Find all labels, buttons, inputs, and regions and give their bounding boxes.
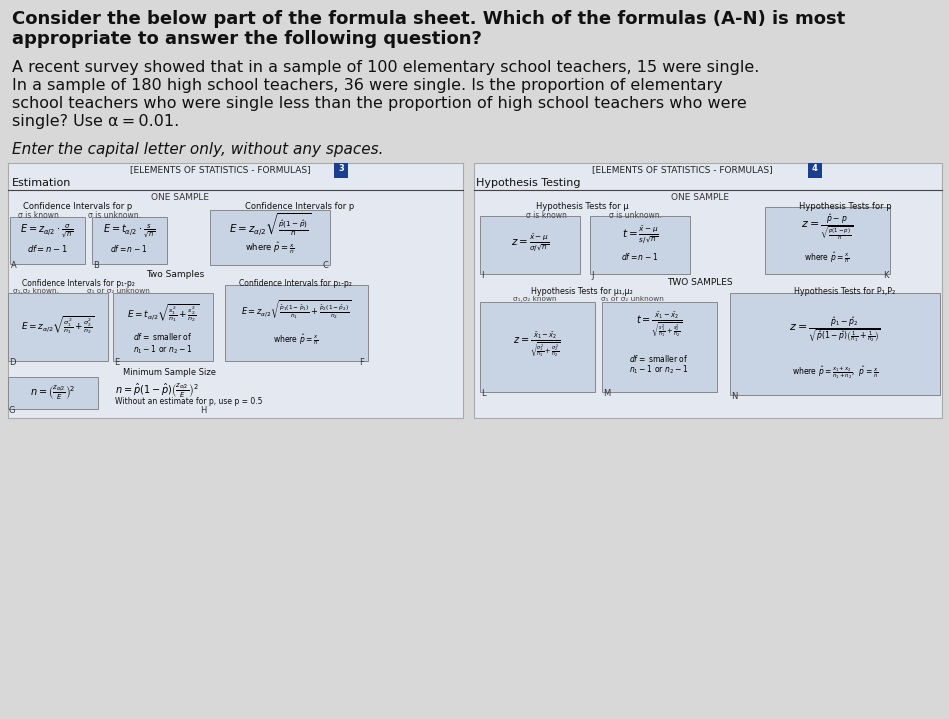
Text: E: E [114,358,120,367]
FancyBboxPatch shape [334,163,348,178]
Text: σ₁,σ₂ known.: σ₁,σ₂ known. [13,288,59,294]
Text: $E = z_{\alpha/2} \cdot \frac{\sigma}{\sqrt{n}}$: $E = z_{\alpha/2} \cdot \frac{\sigma}{\s… [20,222,74,239]
FancyBboxPatch shape [10,217,85,264]
FancyBboxPatch shape [92,217,167,264]
Text: Confidence Intervals for p₁-p₂: Confidence Intervals for p₁-p₂ [238,279,351,288]
FancyBboxPatch shape [590,216,690,274]
Text: $df = n-1$: $df = n-1$ [622,252,659,262]
FancyBboxPatch shape [210,210,330,265]
Text: $z = \frac{\bar{x}_1-\bar{x}_2}{\sqrt{\frac{\sigma_1^2}{n_1}+\frac{\sigma_2^2}{n: $z = \frac{\bar{x}_1-\bar{x}_2}{\sqrt{\f… [513,331,561,359]
Text: Confidence Intervals for p₁-p₂: Confidence Intervals for p₁-p₂ [22,279,135,288]
Text: $z = \frac{\hat{p}-p}{\sqrt{\frac{p(1-p)}{n}}}$: $z = \frac{\hat{p}-p}{\sqrt{\frac{p(1-p)… [801,213,853,243]
Text: where $\hat{p} = \frac{x}{n}$: where $\hat{p} = \frac{x}{n}$ [245,240,295,255]
Text: Hypothesis Testing: Hypothesis Testing [476,178,581,188]
Text: 3: 3 [338,164,344,173]
Text: $df = $ smaller of: $df = $ smaller of [629,352,689,364]
FancyBboxPatch shape [480,302,595,392]
Text: σ is known: σ is known [18,211,59,220]
Text: G: G [9,406,15,415]
Text: N: N [731,392,737,401]
Text: A recent survey showed that in a sample of 100 elementary school teachers, 15 we: A recent survey showed that in a sample … [12,60,759,75]
Text: B: B [93,261,99,270]
Text: $t = \frac{\bar{x}-\mu}{s/\sqrt{n}}$: $t = \frac{\bar{x}-\mu}{s/\sqrt{n}}$ [622,224,659,246]
FancyBboxPatch shape [480,216,580,274]
Text: school teachers who were single less than the proportion of high school teachers: school teachers who were single less tha… [12,96,747,111]
FancyBboxPatch shape [113,293,213,361]
Text: M: M [603,389,610,398]
Text: F: F [359,358,363,367]
Text: $df = n-1$: $df = n-1$ [110,244,148,255]
Text: H: H [200,406,206,415]
Text: where $\hat{p} = \frac{x}{n}$: where $\hat{p} = \frac{x}{n}$ [804,250,849,265]
Text: Confidence Intervals for p: Confidence Intervals for p [246,202,355,211]
Text: σ is unknown.: σ is unknown. [88,211,141,220]
Text: σ₁ or σ₂ unknown: σ₁ or σ₂ unknown [86,288,149,294]
Text: $E = t_{\alpha/2}\sqrt{\frac{s_1^2}{n_1}+\frac{s_2^2}{n_2}}$: $E = t_{\alpha/2}\sqrt{\frac{s_1^2}{n_1}… [127,302,199,324]
Text: $E = z_{\alpha/2}\sqrt{\frac{\sigma_1^2}{n_1}+\frac{\sigma_2^2}{n_2}}$: $E = z_{\alpha/2}\sqrt{\frac{\sigma_1^2}… [21,314,95,336]
Text: $E = z_{\alpha/2}\sqrt{\frac{\hat{p}(1-\hat{p})}{n}}$: $E = z_{\alpha/2}\sqrt{\frac{\hat{p}(1-\… [229,211,311,239]
Text: σ₁ or σ₂ unknown: σ₁ or σ₂ unknown [601,296,663,302]
Text: Hypothesis Tests for μ₁,μ₂: Hypothesis Tests for μ₁,μ₂ [531,287,633,296]
Text: $n_1-1$ or $n_2-1$: $n_1-1$ or $n_2-1$ [134,344,193,356]
FancyBboxPatch shape [8,377,98,409]
Text: In a sample of 180 high school teachers, 36 were single. Is the proportion of el: In a sample of 180 high school teachers,… [12,78,723,93]
FancyBboxPatch shape [730,293,940,395]
Text: L: L [481,389,486,398]
Text: Hypothesis Tests for p: Hypothesis Tests for p [799,202,891,211]
Text: Hypothesis Tests for μ: Hypothesis Tests for μ [535,202,628,211]
Text: J: J [591,271,593,280]
Text: [ELEMENTS OF STATISTICS - FORMULAS]: [ELEMENTS OF STATISTICS - FORMULAS] [591,165,772,174]
Text: ONE SAMPLE: ONE SAMPLE [671,193,729,202]
Text: σ is unknown.: σ is unknown. [609,211,662,220]
Text: σ is known: σ is known [526,211,567,220]
FancyBboxPatch shape [808,163,822,178]
Text: $E = z_{\alpha/2}\sqrt{\frac{\hat{p}_1(1-\hat{p}_1)}{n_1}+\frac{\hat{p}_2(1-\hat: $E = z_{\alpha/2}\sqrt{\frac{\hat{p}_1(1… [240,299,351,321]
FancyBboxPatch shape [8,163,463,418]
Text: I: I [481,271,483,280]
Text: Two Samples: Two Samples [146,270,204,279]
Text: Consider the below part of the formula sheet. Which of the formulas (A-N) is mos: Consider the below part of the formula s… [12,10,846,28]
Text: where $\hat{p} = \frac{x}{n}$: where $\hat{p} = \frac{x}{n}$ [273,333,319,347]
FancyBboxPatch shape [8,293,108,361]
Text: 4: 4 [812,164,818,173]
Text: $E = t_{\alpha/2} \cdot \frac{s}{\sqrt{n}}$: $E = t_{\alpha/2} \cdot \frac{s}{\sqrt{n… [102,222,156,239]
Text: Enter the capital letter only, without any spaces.: Enter the capital letter only, without a… [12,142,383,157]
Text: Confidence Intervals for p: Confidence Intervals for p [24,202,133,211]
Text: $n_1-1$ or $n_2-1$: $n_1-1$ or $n_2-1$ [629,364,689,376]
Text: single? Use α = 0.01.: single? Use α = 0.01. [12,114,179,129]
Text: $df = $ smaller of: $df = $ smaller of [133,331,193,342]
Text: K: K [883,271,888,280]
FancyBboxPatch shape [602,302,717,392]
Text: [ELEMENTS OF STATISTICS - FORMULAS]: [ELEMENTS OF STATISTICS - FORMULAS] [130,165,310,174]
Text: Estimation: Estimation [12,178,71,188]
Text: $z = \frac{\hat{p}_1-\hat{p}_2}{\sqrt{\hat{p}(1-\hat{p})\left(\frac{1}{n_1}+\fra: $z = \frac{\hat{p}_1-\hat{p}_2}{\sqrt{\h… [789,316,881,344]
Text: C: C [323,261,329,270]
Text: $n = \left(\frac{z_{\alpha/2}}{E}\right)^2$: $n = \left(\frac{z_{\alpha/2}}{E}\right)… [30,384,76,403]
Text: ONE SAMPLE: ONE SAMPLE [151,193,209,202]
Text: $df = n-1$: $df = n-1$ [27,244,67,255]
Text: where $\hat{p} = \frac{x_1+x_2}{n_1+n_2}$,  $\hat{p} = \frac{x}{n}$: where $\hat{p} = \frac{x_1+x_2}{n_1+n_2}… [791,365,878,382]
Text: Hypothesis Tests for P₁,P₂: Hypothesis Tests for P₁,P₂ [794,287,896,296]
Text: $z = \frac{\bar{x}-\mu}{\sigma/\sqrt{n}}$: $z = \frac{\bar{x}-\mu}{\sigma/\sqrt{n}}… [511,232,549,254]
FancyBboxPatch shape [474,163,942,418]
Text: σ₁,σ₂ known: σ₁,σ₂ known [513,296,557,302]
Text: A: A [11,261,17,270]
Text: TWO SAMPLES: TWO SAMPLES [667,278,733,287]
Text: D: D [9,358,15,367]
Text: Without an estimate for p, use p = 0.5: Without an estimate for p, use p = 0.5 [115,397,263,406]
Text: Minimum Sample Size: Minimum Sample Size [123,368,216,377]
Text: $t = \frac{\bar{x}_1-\bar{x}_2}{\sqrt{\frac{s_1^2}{n_1}+\frac{s_2^2}{n_2}}}$: $t = \frac{\bar{x}_1-\bar{x}_2}{\sqrt{\f… [636,311,682,339]
FancyBboxPatch shape [765,207,890,274]
FancyBboxPatch shape [225,285,368,361]
Text: appropriate to answer the following question?: appropriate to answer the following ques… [12,30,482,48]
Text: $n = \hat{p}(1-\hat{p})\left(\frac{z_{\alpha/2}}{E}\right)^2$: $n = \hat{p}(1-\hat{p})\left(\frac{z_{\a… [115,381,198,400]
